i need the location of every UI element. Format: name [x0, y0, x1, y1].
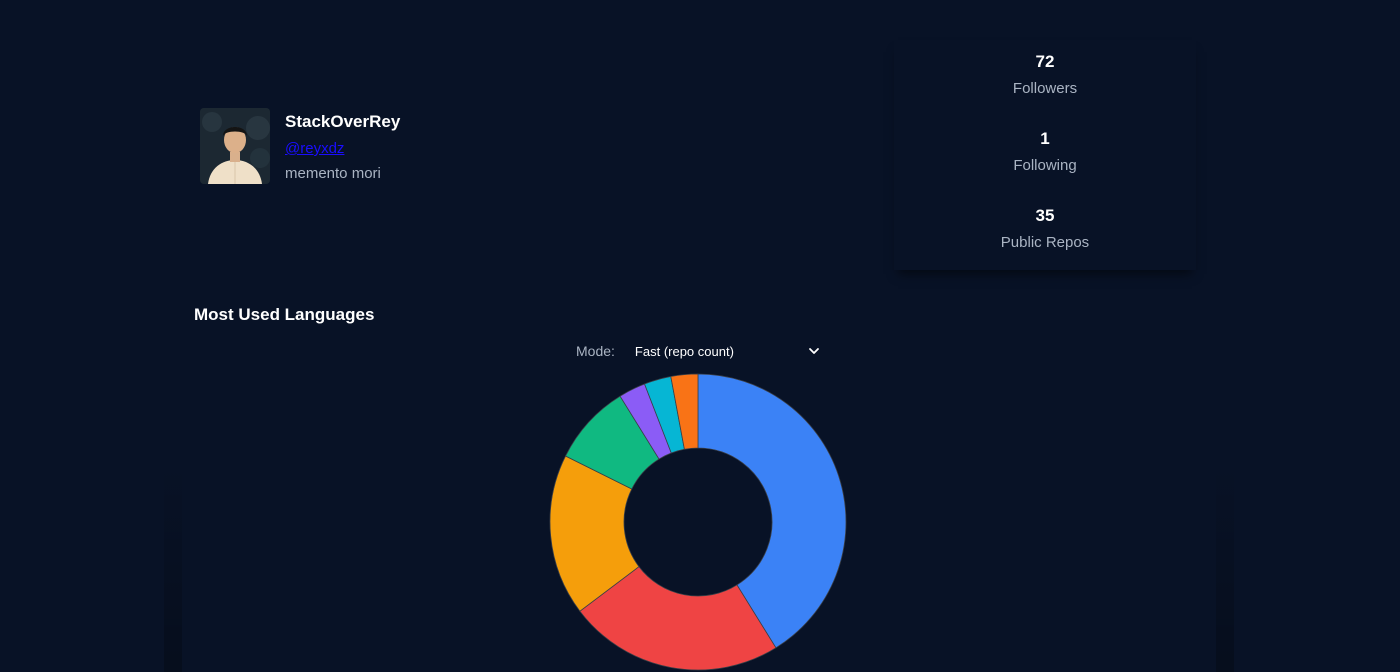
languages-section-title: Most Used Languages: [194, 305, 375, 324]
mode-label: Mode:: [576, 343, 615, 359]
avatar-image: [200, 108, 270, 184]
languages-donut-chart: [548, 372, 848, 672]
followers-count: 72: [1035, 52, 1055, 71]
stat-following: 1 Following: [894, 129, 1196, 174]
mode-select[interactable]: Fast (repo count): [635, 340, 821, 362]
chevron-down-icon: [809, 348, 819, 354]
following-count: 1: [1040, 129, 1050, 148]
panel-shadow-right: [1216, 462, 1234, 672]
donut-slice-2[interactable]: [579, 566, 777, 671]
stats-panel: 72 Followers 1 Following 35 Public Repos: [894, 40, 1196, 270]
followers-label: Followers: [1012, 80, 1078, 97]
donut-svg: [549, 373, 847, 671]
profile-card: StackOverRey @reyxdz memento mori: [200, 108, 400, 184]
profile-text: StackOverRey @reyxdz memento mori: [285, 112, 400, 182]
profile-name: StackOverRey: [285, 112, 401, 131]
panel-shadow-left: [164, 462, 182, 672]
public-repos-count: 35: [1035, 206, 1055, 225]
following-label: Following: [1013, 157, 1077, 174]
public-repos-label: Public Repos: [1000, 234, 1090, 251]
donut-slice-3[interactable]: [549, 455, 640, 612]
profile-bio: memento mori: [285, 165, 381, 182]
profile-handle-link[interactable]: @reyxdz: [285, 140, 345, 157]
mode-select-value: Fast (repo count): [634, 343, 734, 359]
stat-followers: 72 Followers: [894, 52, 1196, 97]
mode-row: Mode: Fast (repo count): [576, 340, 821, 362]
stat-public-repos: 35 Public Repos: [894, 206, 1196, 251]
donut-slice-7[interactable]: [670, 373, 699, 450]
donut-slice-1[interactable]: [697, 373, 847, 649]
avatar: [200, 108, 270, 184]
